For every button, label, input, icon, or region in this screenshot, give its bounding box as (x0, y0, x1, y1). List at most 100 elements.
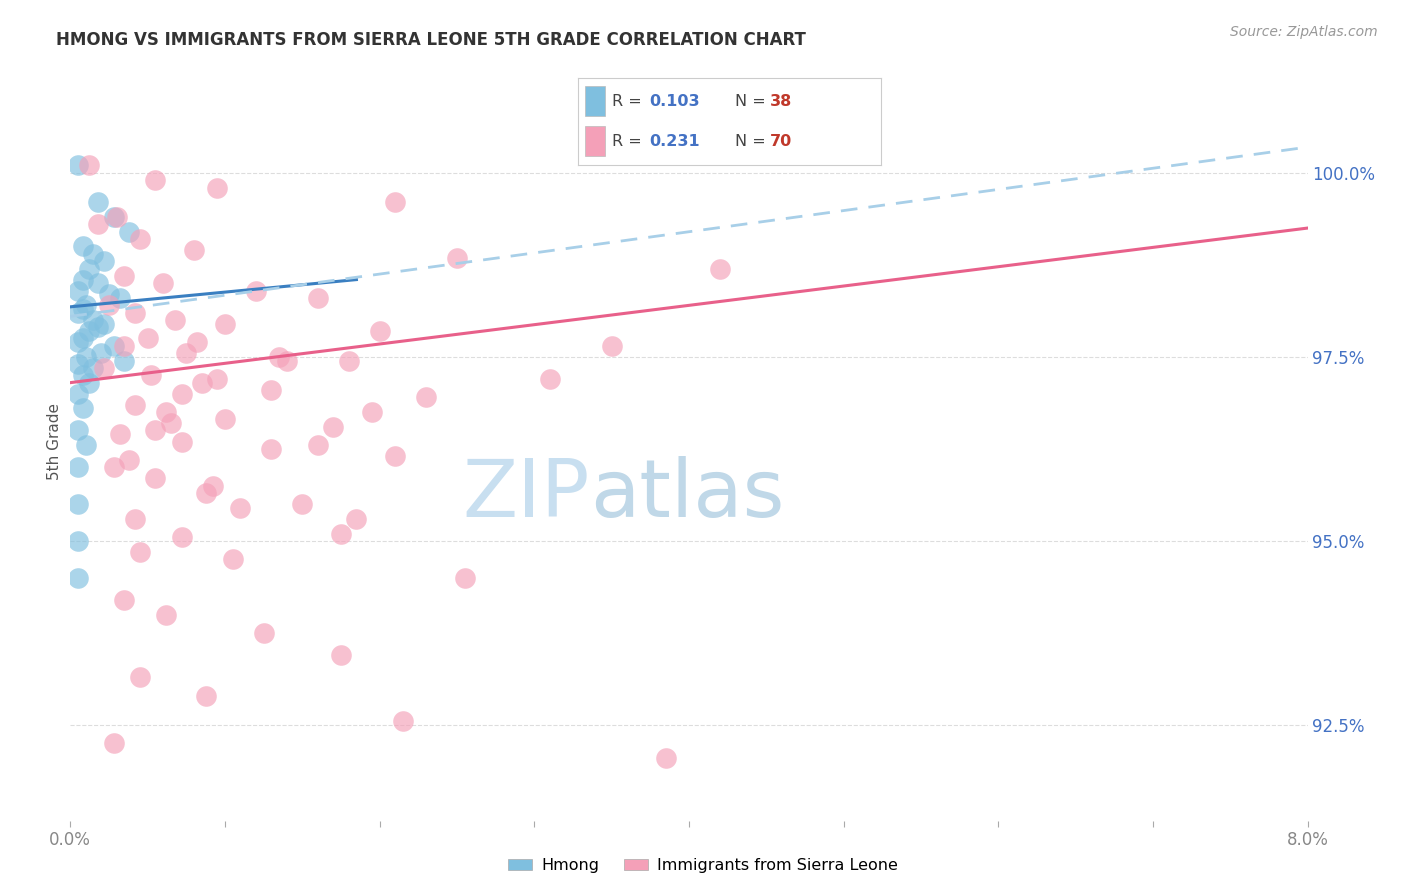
Point (330, 526, 353, 541)
Point (72, 301, 94, 316)
Point (67, 306, 90, 320)
Point (77, 376, 100, 390)
Point (77, 261, 100, 276)
Point (145, 424, 166, 438)
Point (67, 159, 90, 173)
Point (392, 714, 415, 729)
Point (170, 386, 193, 401)
Point (260, 442, 283, 456)
Point (136, 331, 159, 345)
Point (276, 353, 298, 368)
Point (155, 607, 177, 622)
Point (139, 368, 162, 383)
Point (260, 383, 283, 397)
Point (186, 335, 208, 350)
Point (709, 261, 731, 276)
Point (114, 268, 135, 283)
Text: HMONG VS IMMIGRANTS FROM SIERRA LEONE 5TH GRADE CORRELATION CHART: HMONG VS IMMIGRANTS FROM SIERRA LEONE 5T… (56, 31, 806, 49)
Point (93, 317, 115, 331)
Point (87, 218, 110, 232)
Point (129, 670, 152, 684)
Point (229, 500, 252, 515)
Point (114, 339, 135, 353)
Point (82, 313, 105, 327)
Point (600, 339, 623, 353)
Point (98, 298, 120, 312)
Point (214, 412, 236, 426)
Point (207, 372, 229, 386)
Point (87, 277, 110, 291)
Point (67, 460, 90, 475)
Point (207, 180, 229, 194)
Point (307, 438, 329, 452)
Point (415, 390, 437, 404)
Point (538, 372, 561, 386)
Point (72, 401, 94, 416)
Point (368, 324, 391, 338)
Point (214, 317, 236, 331)
Point (67, 424, 90, 438)
Point (67, 571, 90, 585)
Point (72, 239, 94, 253)
Point (454, 571, 477, 585)
Text: ZIP: ZIP (463, 456, 591, 533)
Point (114, 353, 135, 368)
Point (346, 512, 368, 526)
Point (183, 243, 205, 257)
Point (72, 331, 94, 345)
Legend: Hmong, Immigrants from Sierra Leone: Hmong, Immigrants from Sierra Leone (502, 852, 904, 880)
Point (655, 751, 678, 765)
Point (108, 427, 131, 442)
Point (160, 416, 183, 430)
Point (330, 648, 353, 662)
Point (384, 450, 406, 464)
Point (155, 405, 177, 419)
Point (170, 530, 193, 544)
Point (105, 210, 128, 224)
Point (118, 225, 141, 239)
Point (77, 324, 100, 338)
Point (129, 545, 152, 559)
Point (77, 159, 100, 173)
Point (67, 357, 90, 371)
Point (152, 277, 174, 291)
Point (337, 353, 360, 368)
Point (82, 247, 105, 261)
Point (174, 346, 197, 360)
Point (114, 592, 135, 607)
Point (307, 291, 329, 305)
Point (129, 232, 152, 246)
Point (195, 689, 218, 703)
Point (103, 460, 125, 475)
Point (253, 626, 276, 640)
Point (72, 368, 94, 383)
Point (124, 306, 146, 320)
Point (446, 251, 468, 265)
Text: atlas: atlas (591, 456, 785, 533)
Point (82, 360, 105, 375)
Point (103, 339, 125, 353)
Point (195, 486, 218, 500)
Point (191, 376, 214, 390)
Point (245, 284, 267, 298)
Point (67, 533, 90, 548)
Text: Source: ZipAtlas.com: Source: ZipAtlas.com (1230, 25, 1378, 39)
Point (67, 335, 90, 350)
Point (201, 479, 224, 493)
Point (87, 320, 110, 334)
Point (291, 497, 314, 511)
Point (103, 210, 125, 224)
Point (87, 195, 110, 210)
Point (170, 434, 193, 449)
Point (67, 386, 90, 401)
Point (93, 360, 115, 375)
Point (165, 313, 187, 327)
Point (90, 346, 112, 360)
Point (67, 284, 90, 298)
Point (108, 291, 131, 305)
Point (361, 405, 384, 419)
Point (75, 350, 97, 364)
Point (72, 272, 94, 286)
Point (269, 350, 291, 364)
Point (124, 512, 146, 526)
